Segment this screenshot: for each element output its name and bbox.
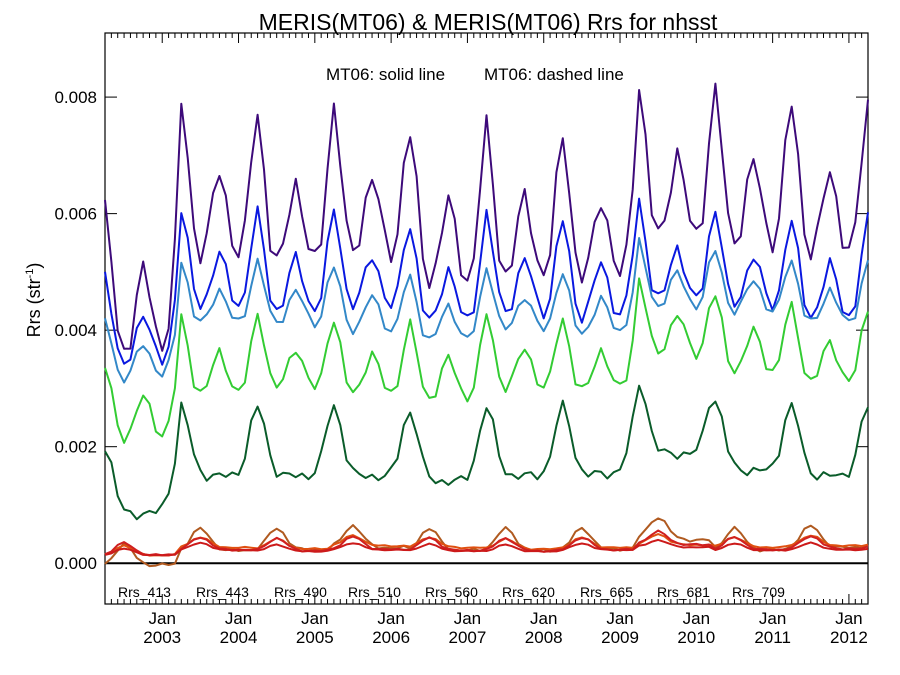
x-tick-label-month: Jan <box>759 609 786 628</box>
x-tick-label-month: Jan <box>454 609 481 628</box>
x-tick-label-month: Jan <box>530 609 557 628</box>
x-tick-label-year: 2005 <box>296 628 334 647</box>
y-axis-label-close: ) <box>24 263 44 269</box>
x-tick-label-year: 2006 <box>372 628 410 647</box>
legend-entry: Rrs_620 <box>502 584 555 600</box>
x-tick-label-year: 2008 <box>525 628 563 647</box>
x-tick-label-month: Jan <box>683 609 710 628</box>
legend-entry: Rrs_681 <box>657 584 710 600</box>
series-line <box>104 533 869 557</box>
series-line <box>104 237 869 384</box>
y-axis-label-superscript: -1 <box>24 269 36 279</box>
y-axis-label-main: Rrs (str <box>24 278 44 337</box>
x-tick-label-month: Jan <box>835 609 862 628</box>
y-axis-label: Rrs (str-1) <box>24 263 44 338</box>
plot-area: 0.0000.0020.0040.0060.008Jan2003Jan2004J… <box>54 32 869 647</box>
series-line <box>104 277 869 444</box>
legend-entry: Rrs_665 <box>580 584 633 600</box>
annotation-dashed-line: MT06: dashed line <box>484 65 624 84</box>
x-tick-label-year: 2003 <box>143 628 181 647</box>
x-tick-label-month: Jan <box>377 609 404 628</box>
legend-entry: Rrs_709 <box>732 584 785 600</box>
x-tick-label-month: Jan <box>149 609 176 628</box>
x-tick-label-year: 2009 <box>601 628 639 647</box>
series-line <box>104 384 869 521</box>
series-line <box>104 538 869 557</box>
legend-entry: Rrs_490 <box>274 584 327 600</box>
y-tick-label: 0.002 <box>54 438 97 457</box>
x-tick-label-month: Jan <box>225 609 252 628</box>
x-tick-label-year: 2011 <box>754 628 791 647</box>
y-tick-label: 0.006 <box>54 205 97 224</box>
chart-title: MERIS(MT06) & MERIS(MT06) Rrs for nhsst <box>259 9 718 35</box>
x-tick-label-year: 2012 <box>830 628 868 647</box>
x-tick-label-year: 2010 <box>677 628 715 647</box>
legend-entry: Rrs_560 <box>425 584 478 600</box>
legend-entry: Rrs_443 <box>196 584 249 600</box>
series-line <box>104 197 869 366</box>
y-tick-label: 0.004 <box>54 321 97 340</box>
x-tick-label-year: 2007 <box>449 628 487 647</box>
legend-entry: Rrs_413 <box>118 584 171 600</box>
x-tick-label-month: Jan <box>606 609 633 628</box>
series-line <box>104 82 869 352</box>
x-tick-label-year: 2004 <box>220 628 258 647</box>
y-tick-label: 0.000 <box>54 554 97 573</box>
annotation-solid-line: MT06: solid line <box>326 65 445 84</box>
y-tick-label: 0.008 <box>54 88 97 107</box>
x-tick-label-month: Jan <box>301 609 328 628</box>
series-line <box>104 517 869 568</box>
legend-entry: Rrs_510 <box>348 584 401 600</box>
